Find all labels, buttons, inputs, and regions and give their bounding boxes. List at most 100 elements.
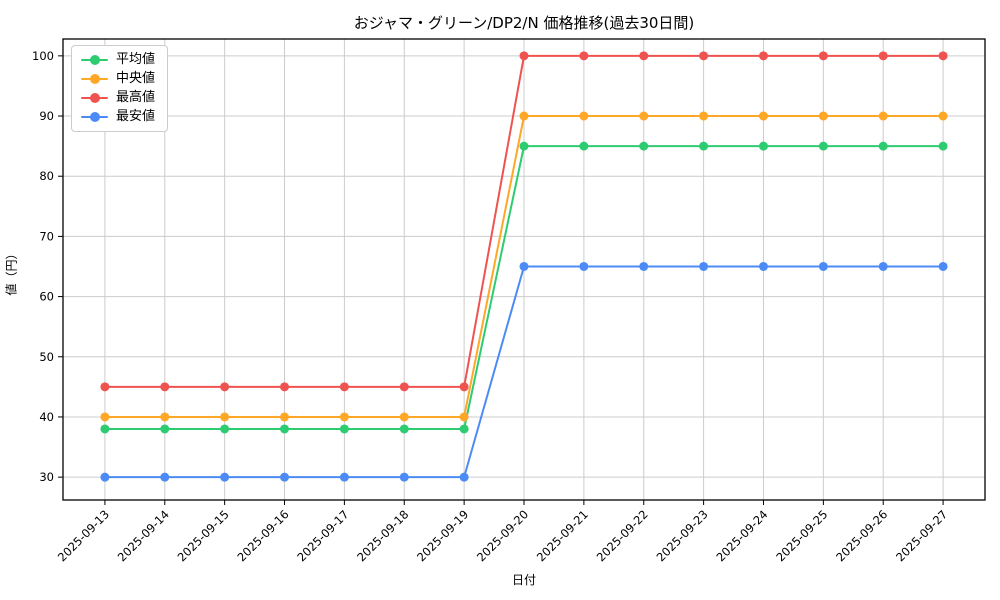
y-tick-label: 70 <box>39 229 54 243</box>
x-tick-label: 2025-09-20 <box>474 507 531 564</box>
y-tick-label: 50 <box>39 350 54 364</box>
x-tick-label: 2025-09-23 <box>654 507 711 564</box>
data-point-average <box>399 424 409 434</box>
data-point-min <box>399 472 409 482</box>
data-point-max <box>100 382 110 392</box>
x-tick-label: 2025-09-21 <box>534 507 591 564</box>
legend-item-median: 中央値 <box>81 72 155 86</box>
data-point-min <box>938 261 948 271</box>
y-axis-label: 値（円） <box>4 247 19 296</box>
data-point-median <box>160 412 170 422</box>
legend-label-median: 中央値 <box>116 71 156 86</box>
y-tick-label: 90 <box>39 109 54 123</box>
data-point-max <box>519 51 529 61</box>
x-axis-label: 日付 <box>511 573 536 587</box>
data-point-min <box>160 472 170 482</box>
data-point-median <box>579 111 589 121</box>
data-point-average <box>100 424 110 434</box>
data-point-median <box>220 412 230 422</box>
data-point-max <box>280 382 290 392</box>
legend-marker-icon <box>81 111 108 123</box>
x-tick-label: 2025-09-15 <box>175 507 232 564</box>
chart-title: おジャマ・グリーン/DP2/N 価格推移(過去30日間) <box>353 14 695 32</box>
data-point-average <box>519 141 529 151</box>
data-point-median <box>758 111 768 121</box>
data-point-min <box>699 261 709 271</box>
data-point-max <box>339 382 349 392</box>
data-point-median <box>100 412 110 422</box>
data-point-median <box>459 412 469 422</box>
legend-label-average: 平均値 <box>116 52 156 67</box>
data-point-median <box>639 111 649 121</box>
x-tick-label: 2025-09-14 <box>115 507 172 564</box>
x-tick-label: 2025-09-13 <box>55 507 112 564</box>
x-tick-label: 2025-09-25 <box>773 507 830 564</box>
data-point-min <box>220 472 230 482</box>
data-point-average <box>160 424 170 434</box>
data-point-min <box>459 472 469 482</box>
legend-marker-icon <box>81 73 108 85</box>
y-tick-label: 30 <box>39 470 54 484</box>
data-point-min <box>878 261 888 271</box>
data-point-average <box>339 424 349 434</box>
data-point-min <box>280 472 290 482</box>
data-point-average <box>818 141 828 151</box>
data-point-max <box>160 382 170 392</box>
data-point-average <box>280 424 290 434</box>
data-point-min <box>758 261 768 271</box>
legend-item-min: 最安値 <box>81 110 155 124</box>
legend-marker-icon <box>81 92 108 104</box>
data-point-min <box>579 261 589 271</box>
data-point-max <box>699 51 709 61</box>
legend-item-average: 平均値 <box>81 53 155 67</box>
x-tick-label: 2025-09-22 <box>594 507 651 564</box>
data-point-min <box>639 261 649 271</box>
x-tick-label: 2025-09-27 <box>893 507 950 564</box>
data-point-median <box>280 412 290 422</box>
y-tick-label: 100 <box>32 49 54 63</box>
data-point-max <box>938 51 948 61</box>
data-point-max <box>579 51 589 61</box>
data-point-max <box>220 382 230 392</box>
data-point-average <box>639 141 649 151</box>
data-point-max <box>758 51 768 61</box>
data-point-max <box>818 51 828 61</box>
data-point-average <box>699 141 709 151</box>
x-tick-label: 2025-09-18 <box>354 507 411 564</box>
legend-item-max: 最高値 <box>81 91 155 105</box>
x-tick-label: 2025-09-24 <box>713 507 770 564</box>
y-tick-label: 80 <box>39 169 54 183</box>
legend-label-min: 最安値 <box>116 109 156 124</box>
data-point-max <box>878 51 888 61</box>
x-tick-label: 2025-09-16 <box>234 507 291 564</box>
data-point-median <box>878 111 888 121</box>
data-point-median <box>938 111 948 121</box>
x-tick-label: 2025-09-17 <box>294 507 351 564</box>
data-point-average <box>459 424 469 434</box>
data-point-median <box>399 412 409 422</box>
x-tick-label: 2025-09-26 <box>833 507 890 564</box>
data-point-median <box>699 111 709 121</box>
legend-marker-icon <box>81 54 108 66</box>
data-point-average <box>758 141 768 151</box>
data-point-max <box>459 382 469 392</box>
data-point-median <box>519 111 529 121</box>
data-point-average <box>220 424 230 434</box>
data-point-average <box>579 141 589 151</box>
y-tick-label: 60 <box>39 290 54 304</box>
data-point-min <box>519 261 529 271</box>
y-tick-label: 40 <box>39 410 54 424</box>
data-point-min <box>339 472 349 482</box>
legend: 平均値中央値最高値最安値 <box>71 45 169 132</box>
data-point-average <box>878 141 888 151</box>
data-point-min <box>100 472 110 482</box>
x-tick-label: 2025-09-19 <box>414 507 471 564</box>
data-point-average <box>938 141 948 151</box>
legend-label-max: 最高値 <box>116 90 156 105</box>
data-point-max <box>639 51 649 61</box>
data-point-max <box>399 382 409 392</box>
data-point-min <box>818 261 828 271</box>
data-point-median <box>339 412 349 422</box>
